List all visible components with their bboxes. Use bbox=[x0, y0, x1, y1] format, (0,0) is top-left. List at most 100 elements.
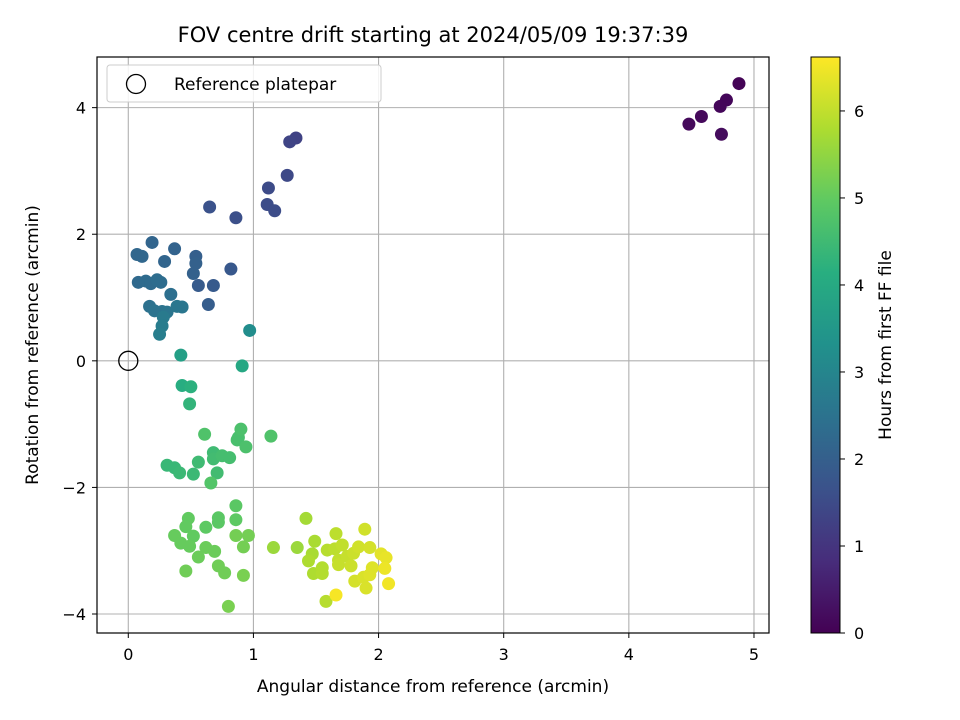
data-point bbox=[183, 539, 197, 553]
data-point bbox=[201, 297, 215, 311]
y-axis-label: Rotation from reference (arcmin) bbox=[23, 205, 43, 485]
y-axis-ticks: −4 −2 0 2 4 bbox=[62, 99, 97, 624]
data-point bbox=[236, 540, 250, 554]
x-tick-label: 1 bbox=[248, 645, 258, 664]
data-point bbox=[229, 211, 243, 225]
data-point bbox=[211, 515, 225, 529]
data-point bbox=[332, 558, 346, 572]
data-point bbox=[184, 380, 198, 394]
data-point bbox=[241, 529, 255, 543]
x-axis-label: Angular distance from reference (arcmin) bbox=[257, 677, 609, 697]
data-point bbox=[382, 577, 396, 591]
data-point bbox=[714, 127, 728, 141]
reference-platepar-marker bbox=[118, 350, 139, 371]
data-point bbox=[235, 359, 249, 373]
data-point bbox=[378, 561, 392, 575]
data-point bbox=[363, 568, 377, 582]
colorbar-tick-label: 5 bbox=[854, 189, 864, 208]
data-points bbox=[118, 77, 746, 613]
data-point bbox=[191, 550, 205, 564]
data-point bbox=[713, 99, 727, 113]
data-point bbox=[229, 499, 243, 513]
colorbar-tick-label: 2 bbox=[854, 450, 864, 469]
y-tick-label: 2 bbox=[76, 225, 86, 244]
y-tick-label: −4 bbox=[62, 605, 86, 624]
data-point bbox=[280, 168, 294, 182]
data-point bbox=[329, 527, 343, 541]
data-point bbox=[170, 299, 184, 313]
data-point bbox=[203, 200, 217, 214]
data-point bbox=[261, 181, 275, 195]
data-point bbox=[299, 511, 313, 525]
data-point bbox=[315, 561, 329, 575]
data-point bbox=[189, 256, 203, 270]
legend-box bbox=[106, 64, 382, 103]
data-point bbox=[694, 109, 708, 123]
y-tick-label: 0 bbox=[76, 352, 86, 371]
data-point bbox=[173, 466, 187, 480]
data-point bbox=[266, 541, 280, 555]
data-point bbox=[732, 77, 746, 91]
data-point bbox=[174, 348, 188, 362]
y-tick-label: −2 bbox=[62, 478, 86, 497]
colorbar-tick-label: 6 bbox=[854, 102, 864, 121]
data-point bbox=[164, 287, 178, 301]
x-tick-label: 0 bbox=[123, 645, 133, 664]
chart-title: FOV centre drift starting at 2024/05/09 … bbox=[178, 23, 689, 47]
data-point bbox=[208, 544, 222, 558]
data-point bbox=[198, 427, 212, 441]
data-point bbox=[363, 541, 377, 555]
data-point bbox=[264, 429, 278, 443]
data-point bbox=[204, 476, 218, 490]
y-tick-label: 4 bbox=[76, 99, 86, 118]
data-point bbox=[682, 117, 696, 131]
plot-frame bbox=[96, 56, 770, 634]
data-point bbox=[308, 534, 322, 548]
data-point bbox=[179, 564, 193, 578]
data-point bbox=[199, 520, 213, 534]
x-tick-label: 3 bbox=[499, 645, 509, 664]
data-point bbox=[268, 204, 282, 218]
data-point bbox=[379, 551, 393, 565]
data-point bbox=[191, 279, 205, 293]
data-point bbox=[179, 520, 193, 534]
data-point bbox=[236, 568, 250, 582]
data-point bbox=[158, 254, 172, 268]
data-point bbox=[352, 540, 366, 554]
data-point bbox=[210, 466, 224, 480]
data-point bbox=[229, 513, 243, 527]
colorbar-tick-label: 4 bbox=[854, 276, 864, 295]
data-point bbox=[186, 467, 200, 481]
x-tick-label: 2 bbox=[373, 645, 383, 664]
legend-marker-reference bbox=[125, 73, 147, 95]
data-point bbox=[301, 554, 315, 568]
x-axis-ticks: 0 1 2 3 4 5 bbox=[123, 633, 759, 664]
data-point bbox=[224, 262, 238, 276]
colorbar bbox=[810, 56, 841, 634]
data-point bbox=[358, 522, 372, 536]
data-point bbox=[344, 559, 358, 573]
x-tick-label: 5 bbox=[749, 645, 759, 664]
data-point bbox=[191, 455, 205, 469]
data-point bbox=[229, 529, 243, 543]
data-point bbox=[183, 397, 197, 411]
data-point bbox=[221, 599, 235, 613]
colorbar-tick-label: 0 bbox=[854, 624, 864, 643]
legend-entry-reference: Reference platepar bbox=[174, 75, 336, 95]
data-point bbox=[145, 235, 159, 249]
data-point bbox=[206, 279, 220, 293]
data-point bbox=[168, 242, 182, 256]
data-point bbox=[243, 323, 257, 337]
data-point bbox=[186, 266, 200, 280]
data-point bbox=[283, 135, 297, 149]
data-point bbox=[223, 451, 237, 465]
data-point bbox=[234, 422, 248, 436]
data-point bbox=[290, 541, 304, 555]
colorbar-tick-label: 3 bbox=[854, 363, 864, 382]
data-point bbox=[319, 594, 333, 608]
data-point bbox=[359, 581, 373, 595]
colorbar-ticks: 0 1 2 3 4 5 6 bbox=[840, 102, 864, 643]
colorbar-tick-label: 1 bbox=[854, 537, 864, 556]
colorbar-label: Hours from first FF file bbox=[876, 250, 896, 440]
